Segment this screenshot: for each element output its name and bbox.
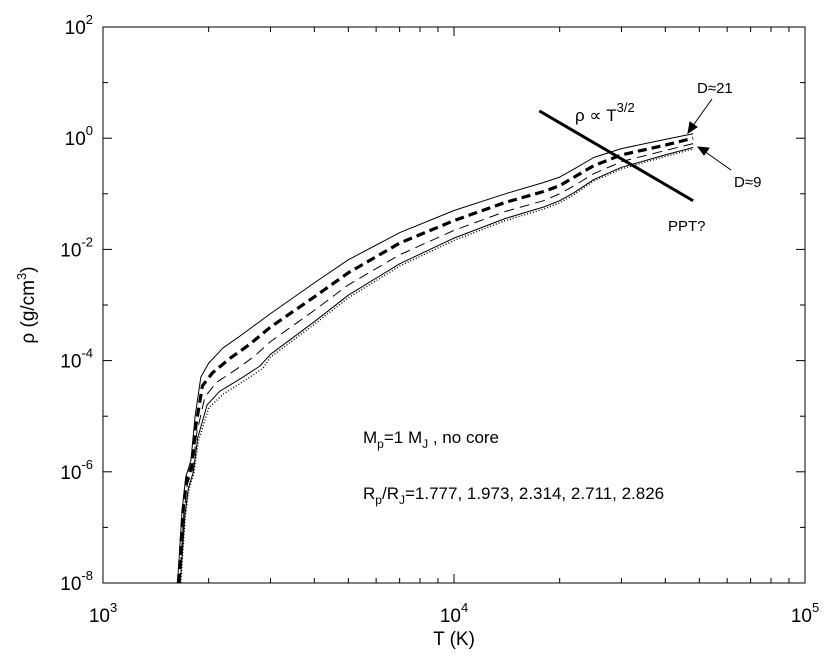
rho-law-label: ρ ∝ T3/2 — [575, 100, 635, 125]
x-tick-label: 105 — [791, 600, 819, 627]
x-tick-label: 104 — [440, 600, 468, 627]
d9-label: D≈9 — [734, 174, 761, 191]
series-line-5 — [180, 148, 694, 584]
y-tick-labels: 10-8 10-6 10-4 10-2 100 102 — [60, 12, 93, 595]
y-tick-label: 10-8 — [60, 568, 93, 595]
y-tick-label: 10-4 — [60, 346, 93, 373]
d21-label: D≈21 — [697, 80, 733, 97]
x-tick-labels: 103 104 105 — [89, 600, 819, 627]
trend-line — [538, 109, 694, 203]
series-line-3 — [178, 143, 694, 584]
x-axis-label: T (K) — [433, 629, 475, 650]
series-line-1 — [177, 133, 694, 584]
y-tick-label: 10-2 — [60, 234, 93, 261]
y-tick-label: 100 — [65, 123, 93, 150]
radii-label: Rp/RJ=1.777, 1.973, 2.314, 2.711, 2.826 — [363, 484, 664, 507]
series-group — [176, 133, 694, 584]
x-tick-label: 103 — [89, 600, 117, 627]
y-tick-label: 102 — [65, 12, 93, 39]
series-line-4 — [179, 147, 694, 584]
arrow-d9 — [696, 146, 732, 171]
axis-ticks — [102, 26, 806, 584]
y-axis-label: ρ (g/cm3) — [14, 266, 39, 343]
arrow-d21 — [687, 98, 713, 135]
ppt-label: PPT? — [668, 218, 706, 235]
y-tick-label: 10-6 — [60, 457, 93, 484]
series-line-2 — [176, 136, 694, 584]
mass-label: Mp=1 MJ , no core — [363, 428, 499, 451]
